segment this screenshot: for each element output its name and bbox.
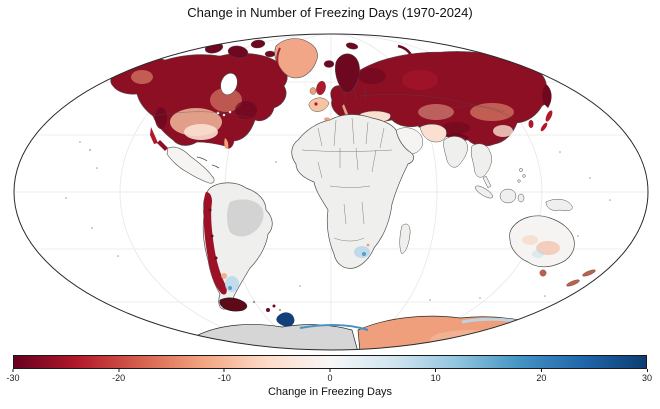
colorbar-tick: 0 bbox=[327, 369, 333, 383]
region-iberia bbox=[308, 97, 330, 112]
region-antarctic-peninsula-blue bbox=[276, 312, 295, 327]
region-new-guinea bbox=[545, 198, 573, 212]
region-nw-mexico-red bbox=[157, 140, 168, 151]
region-madagascar bbox=[399, 223, 411, 255]
region-north-america bbox=[110, 52, 288, 149]
antarctic-coast-blue-band bbox=[299, 323, 369, 331]
region-baja bbox=[150, 127, 158, 144]
region-tierra-del-fuego bbox=[219, 297, 248, 312]
region-atlas-spot bbox=[324, 117, 330, 121]
region-tasmania bbox=[539, 269, 547, 277]
chart-title: Change in Number of Freezing Days (1970-… bbox=[187, 5, 473, 20]
hudson-bay bbox=[220, 73, 238, 95]
region-iran bbox=[419, 123, 447, 143]
colorbar-tick: 30 bbox=[642, 369, 652, 383]
region-south-america bbox=[202, 182, 273, 312]
region-svalbard bbox=[345, 42, 359, 50]
region-greenland bbox=[274, 38, 318, 79]
region-middle-east-south-asia bbox=[393, 123, 492, 189]
region-new-zealand bbox=[566, 269, 596, 287]
colorbar-tick: 10 bbox=[431, 369, 441, 383]
colorbar-ticks: -30 -20 -10 0 10 20 30 bbox=[6, 369, 652, 385]
region-mexico-central-america bbox=[150, 127, 220, 184]
region-arctic-islands bbox=[204, 38, 470, 68]
region-patagonia-blue bbox=[225, 276, 239, 292]
globe-outline bbox=[13, 33, 649, 351]
colorbar bbox=[13, 355, 647, 369]
colorbar-tick: 20 bbox=[536, 369, 546, 383]
region-lesotho-blue bbox=[354, 246, 370, 258]
region-india bbox=[443, 136, 468, 168]
region-africa bbox=[291, 114, 414, 269]
region-kamchatka bbox=[542, 84, 552, 108]
region-uk bbox=[316, 80, 326, 96]
region-ireland bbox=[309, 87, 317, 95]
region-korea bbox=[528, 120, 534, 128]
colorbar-tick: -30 bbox=[6, 369, 20, 383]
region-andes bbox=[203, 192, 227, 295]
region-indochina bbox=[470, 143, 492, 178]
island-speckles bbox=[65, 141, 611, 312]
region-florida bbox=[224, 138, 229, 149]
colorbar-tick: -10 bbox=[218, 369, 231, 383]
colorbar-tick: -20 bbox=[112, 369, 125, 383]
caribbean-islands bbox=[196, 156, 220, 169]
region-amazon-nodata bbox=[227, 199, 264, 237]
region-indonesia bbox=[475, 168, 573, 212]
region-japan bbox=[540, 110, 553, 132]
region-eurasia bbox=[308, 51, 553, 147]
colorbar-label: Change in Freezing Days bbox=[267, 386, 393, 398]
region-iceland bbox=[323, 60, 335, 68]
region-australia bbox=[475, 168, 596, 287]
region-malay bbox=[482, 175, 492, 189]
